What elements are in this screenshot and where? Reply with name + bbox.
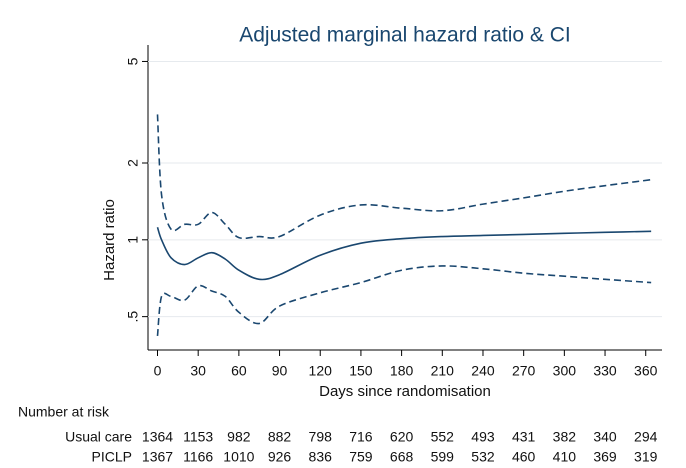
y-tick-label: 2 — [125, 159, 141, 167]
x-tick-label: 330 — [593, 363, 617, 379]
risk-value: 599 — [431, 449, 455, 465]
x-tick-label: 90 — [272, 363, 288, 379]
x-tick-label: 0 — [154, 363, 162, 379]
risk-value: 382 — [553, 429, 577, 445]
risk-value: 1367 — [142, 449, 173, 465]
x-tick-label: 300 — [553, 363, 577, 379]
risk-value: 1153 — [183, 429, 213, 445]
x-tick-label: 270 — [512, 363, 536, 379]
x-axis-title: Days since randomisation — [319, 383, 491, 400]
ci-line — [156, 265, 652, 337]
x-tick-label: 210 — [431, 363, 455, 379]
risk-value: 431 — [512, 429, 536, 445]
risk-value: 1010 — [223, 449, 254, 465]
risk-row-label: Usual care — [65, 429, 132, 445]
x-tick-label: 120 — [309, 363, 333, 379]
risk-value: 798 — [309, 429, 333, 445]
x-tick-label: 30 — [190, 363, 206, 379]
risk-value: 716 — [349, 429, 373, 445]
risk-value: 552 — [431, 429, 455, 445]
x-tick-label: 150 — [349, 363, 373, 379]
x-tick-label: 360 — [634, 363, 658, 379]
x-tick-label: 180 — [390, 363, 414, 379]
risk-value: 926 — [268, 449, 292, 465]
chart-title: Adjusted marginal hazard ratio & CI — [239, 24, 571, 47]
risk-value: 759 — [349, 449, 373, 465]
risk-value: 1364 — [142, 429, 173, 445]
y-tick-label: 5 — [125, 57, 141, 65]
risk-value: 532 — [471, 449, 495, 465]
risk-value: 836 — [309, 449, 333, 465]
risk-value: 294 — [634, 429, 658, 445]
risk-table-title: Number at risk — [18, 404, 110, 420]
risk-value: 410 — [553, 449, 577, 465]
risk-value: 668 — [390, 449, 414, 465]
estimate-line — [156, 227, 652, 281]
risk-value: 460 — [512, 449, 536, 465]
risk-value: 493 — [471, 429, 495, 445]
y-axis-title: Hazard ratio — [101, 199, 118, 281]
risk-value: 982 — [227, 429, 251, 445]
risk-value: 1166 — [183, 449, 213, 465]
risk-value: 319 — [634, 449, 658, 465]
risk-value: 882 — [268, 429, 292, 445]
risk-value: 340 — [593, 429, 617, 445]
risk-value: 369 — [593, 449, 617, 465]
ci-line — [156, 114, 652, 240]
risk-value: 620 — [390, 429, 414, 445]
y-tick-label: .5 — [125, 311, 141, 323]
y-tick-label: 1 — [125, 236, 141, 244]
risk-row-label: PICLP — [92, 449, 132, 465]
x-tick-label: 240 — [471, 363, 495, 379]
x-tick-label: 60 — [231, 363, 247, 379]
